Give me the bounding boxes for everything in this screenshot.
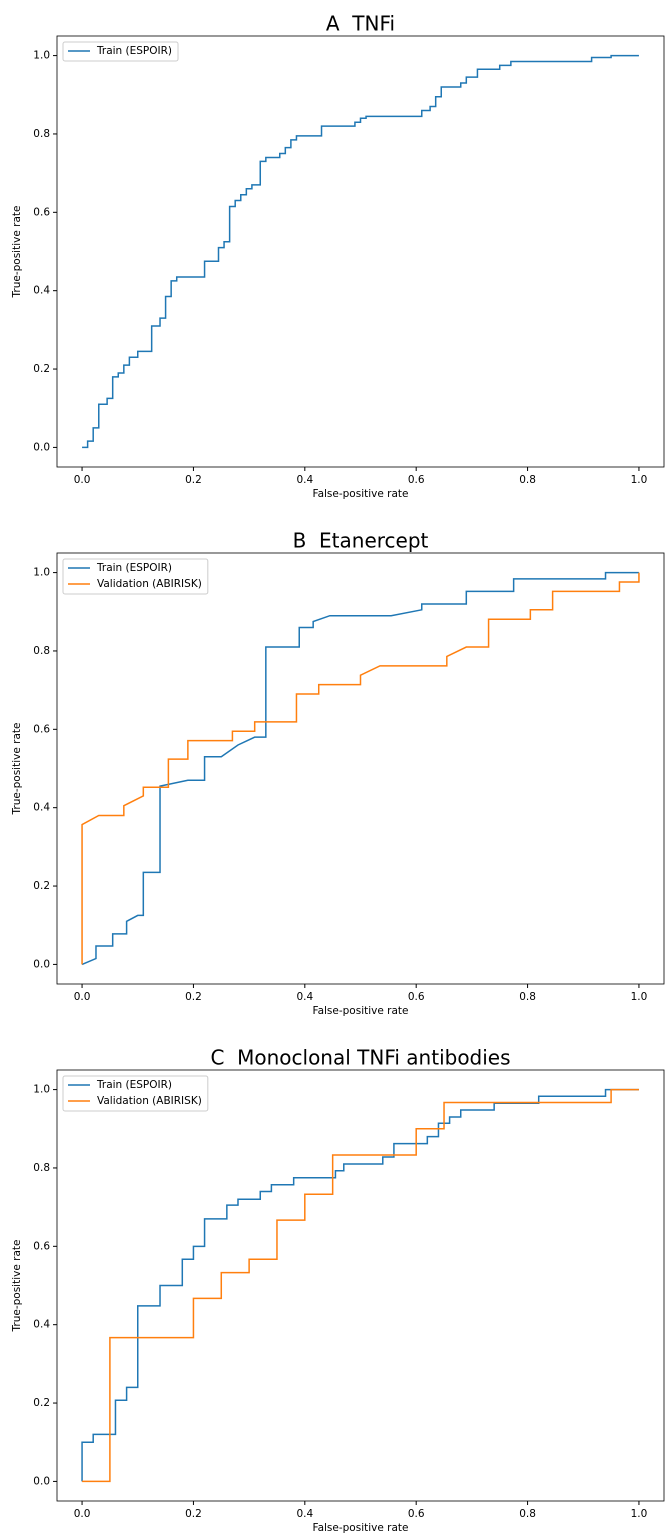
x-tick-label: 0.6 [408,1508,425,1520]
x-tick-label: 1.0 [631,991,648,1003]
y-tick-label: 0.0 [33,441,50,453]
plot-frame [56,552,665,985]
y-tick-label: 0.2 [33,1397,50,1409]
x-tick-label: 0.4 [296,474,313,486]
x-axis-label: False-positive rate [313,1005,409,1017]
plot-frame [56,35,665,468]
roc-line [82,1088,639,1483]
y-tick-label: 0.0 [33,1475,50,1487]
plot-frame [56,1069,665,1502]
legend: Train (ESPOIR) Validation (ABIRISK) [62,558,209,595]
y-tick-label: 0.6 [33,1240,50,1252]
y-tick-label: 0.6 [33,723,50,735]
roc-line [82,54,639,449]
legend-box [62,41,179,62]
x-tick-label: 0.0 [74,991,91,1003]
y-tick-label: 0.4 [33,1319,50,1331]
y-tick-label: 0.2 [33,880,50,892]
legend-label: Validation (ABIRISK) [97,1095,202,1107]
x-tick-label: 1.0 [631,1508,648,1520]
legend: Train (ESPOIR) Validation (ABIRISK) [62,1075,209,1112]
roc-line [81,1088,639,1482]
y-tick-label: 0.8 [33,1162,50,1174]
x-tick-label: 0.4 [296,1508,313,1520]
y-tick-label: 1.0 [33,567,50,579]
legend-label: Train (ESPOIR) [96,562,172,574]
y-axis-label: True-positive rate [11,206,23,299]
y-tick-label: 0.4 [33,802,50,814]
y-tick-label: 1.0 [33,50,50,62]
y-tick-label: 0.2 [33,363,50,375]
x-tick-label: 1.0 [631,474,648,486]
x-tick-label: 0.8 [519,474,536,486]
y-tick-label: 0.8 [33,645,50,657]
x-tick-label: 0.0 [74,474,91,486]
x-tick-label: 0.6 [408,474,425,486]
x-tick-label: 0.8 [519,991,536,1003]
x-tick-label: 0.4 [296,991,313,1003]
chart-title: B Etanercept [293,529,429,553]
x-tick-label: 0.2 [185,474,202,486]
x-tick-label: 0.0 [74,1508,91,1520]
y-axis-label: True-positive rate [11,1240,23,1333]
legend-label: Train (ESPOIR) [96,1079,172,1091]
y-tick-label: 1.0 [33,1084,50,1096]
y-tick-label: 0.6 [33,206,50,218]
legend-label: Validation (ABIRISK) [97,578,202,590]
x-tick-label: 0.2 [185,991,202,1003]
x-axis-label: False-positive rate [313,488,409,500]
x-tick-label: 0.2 [185,1508,202,1520]
x-tick-label: 0.8 [519,1508,536,1520]
legend: Train (ESPOIR) [62,41,179,62]
roc-line [81,572,640,965]
chart-title: A TNFi [326,12,395,36]
chart-title: C Monoclonal TNFi antibodies [210,1046,510,1070]
y-tick-label: 0.4 [33,285,50,297]
roc-line [81,571,639,966]
legend-box [62,558,209,595]
y-tick-label: 0.0 [33,958,50,970]
x-tick-label: 0.6 [408,991,425,1003]
legend-box [62,1075,209,1112]
legend-label: Train (ESPOIR) [96,45,172,57]
y-tick-label: 0.8 [33,128,50,140]
x-axis-label: False-positive rate [313,1522,409,1533]
y-axis-label: True-positive rate [11,723,23,816]
